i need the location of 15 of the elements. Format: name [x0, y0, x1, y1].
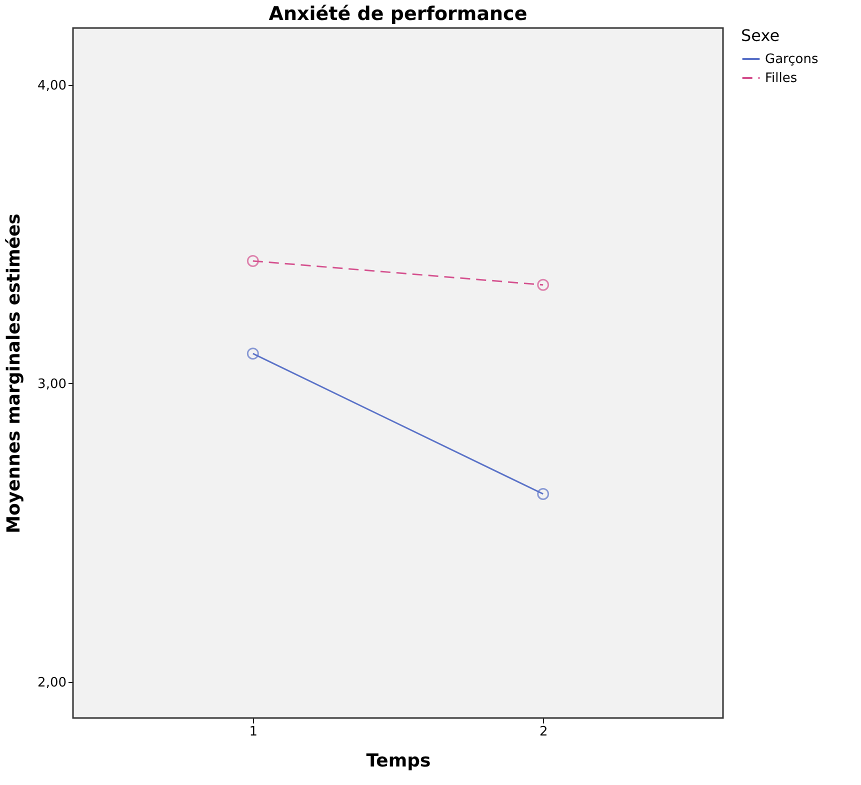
y-tick-label: 4,00	[38, 78, 66, 94]
y-tick-label: 3,00	[38, 376, 66, 392]
point	[246, 348, 259, 360]
x-axis-title: Temps	[366, 750, 431, 772]
y-tick-label: 2,00	[38, 676, 66, 691]
x-tick-label: 2	[539, 724, 548, 740]
point	[537, 278, 550, 291]
y-axis-title: Moyennes marginales estimées	[4, 214, 25, 534]
x-tick-label: 1	[249, 724, 258, 740]
legend-label: Garçons	[765, 52, 818, 67]
legend-title: Sexe	[741, 26, 780, 45]
point	[537, 488, 550, 500]
point	[246, 255, 259, 267]
legend-label: Filles	[765, 71, 798, 86]
chart-title: Anxiété de performance	[268, 3, 528, 25]
